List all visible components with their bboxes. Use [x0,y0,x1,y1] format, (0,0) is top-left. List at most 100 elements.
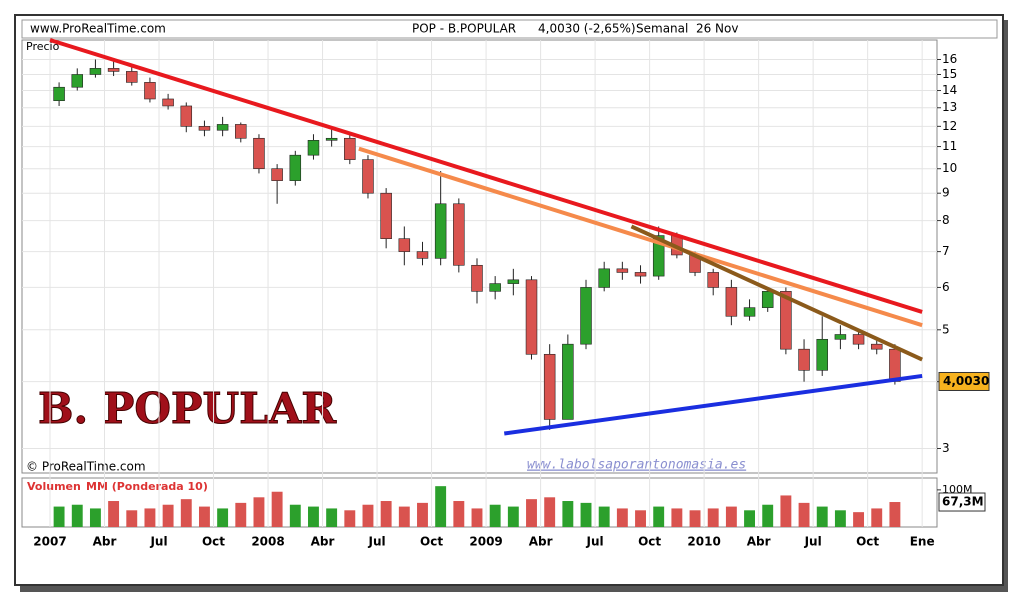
candle-body [634,272,647,277]
x-tick-label: Oct [420,535,443,549]
volume-bar [744,510,755,527]
y-tick-label: 3 [942,441,950,455]
x-tick-label: Jul [804,535,822,549]
volume-bar [217,508,229,527]
last-price-box [938,371,990,391]
volume-bar [435,486,447,527]
candle-body [761,291,774,308]
volume-bar [326,508,338,527]
candle-body [271,168,283,181]
candle-body [798,348,810,371]
trendline [358,146,923,328]
trendline [630,224,923,362]
y-label: Precio [26,40,60,53]
volume-bar [380,501,392,527]
header-bar [21,19,998,39]
x-tick-label: Abr [747,535,771,549]
volume-bar [526,499,537,527]
period: Semanal 26 Nov [636,22,738,36]
volume-bar [616,508,628,527]
copyright: © ProRealTime.com [26,460,146,474]
volume-bar [816,506,828,527]
x-tick-label: Abr [529,535,553,549]
candle-body [562,343,574,420]
volume-bar [417,502,428,527]
candle-body [525,279,538,355]
candle-body [725,287,738,317]
volume-bar [671,508,683,527]
x-tick-label: Oct [202,535,225,549]
candle-body [416,251,429,259]
last-volume-box [938,492,986,512]
volume-bar [725,506,737,527]
y-tick-label: 7 [942,244,950,258]
candle-body [289,154,302,181]
y-tick-label: 13 [942,100,957,114]
trendline [49,38,923,314]
volume-bar [344,510,356,527]
x-tick-label: Jul [367,535,385,549]
volume-bar [253,497,265,527]
candle-body [344,137,356,160]
candle-body [325,137,338,141]
candle-body [126,71,138,83]
x-tick-label: Oct [638,535,661,549]
candle-body [144,82,156,100]
instrument: POP - B.POPULAR [412,22,516,36]
price-panel [21,39,938,474]
candle-body [307,140,320,156]
y-tick-label: 10 [942,161,957,175]
volume-bar [798,502,810,527]
y-tick-label: 15 [942,67,957,81]
y-tick-label: 11 [942,139,957,153]
candle-body [89,68,102,75]
x-tick-label: 2007 [33,535,66,549]
y-tick-label: 9 [942,186,950,200]
volume-bar [362,504,374,527]
volume-bar [653,506,665,527]
volume-bar [289,504,301,527]
candle-body [471,264,483,292]
x-tick-label: Oct [856,535,879,549]
x-tick-label: Jul [586,535,604,549]
candle-body [543,353,556,420]
volume-bar [162,504,174,527]
volume-bar [71,504,83,527]
volume-ma-label: MM (Ponderada 10) [86,480,208,493]
last-volume-label: 67,3M [942,495,984,509]
candle-body [216,124,229,131]
volume-bar [308,506,319,527]
x-tick-label: Jul [149,535,167,549]
candle-body [743,307,756,317]
volume-bar [144,508,156,527]
candle-body [816,338,828,371]
volume-bar [598,506,610,527]
volume-bar [180,499,192,527]
y-tick-label: 12 [942,119,957,133]
x-tick-label: Abr [311,535,335,549]
y-tick-label: 8 [942,213,950,227]
candle-body [616,268,629,273]
y-tick-label: 5 [942,322,950,336]
candle-body [180,105,193,127]
volume-bar [580,502,592,527]
x-tick-label: 2008 [251,535,284,549]
volume-bar [562,501,574,527]
volume-bar [235,502,247,527]
volume-bar [507,506,519,527]
volume-bar [635,510,646,527]
volume-bar [398,506,410,527]
volume-bar [453,501,465,527]
volume-bar [544,497,556,527]
trendline [503,373,923,436]
volume-bar [53,506,65,527]
candle-body [235,124,247,139]
candle-body [434,203,447,259]
candle-body [253,137,265,170]
volume-bar [871,508,883,527]
y-tick-label: 14 [942,83,957,97]
volume-bar [762,504,774,527]
candle-body [380,192,392,239]
volume-bar [89,508,101,527]
